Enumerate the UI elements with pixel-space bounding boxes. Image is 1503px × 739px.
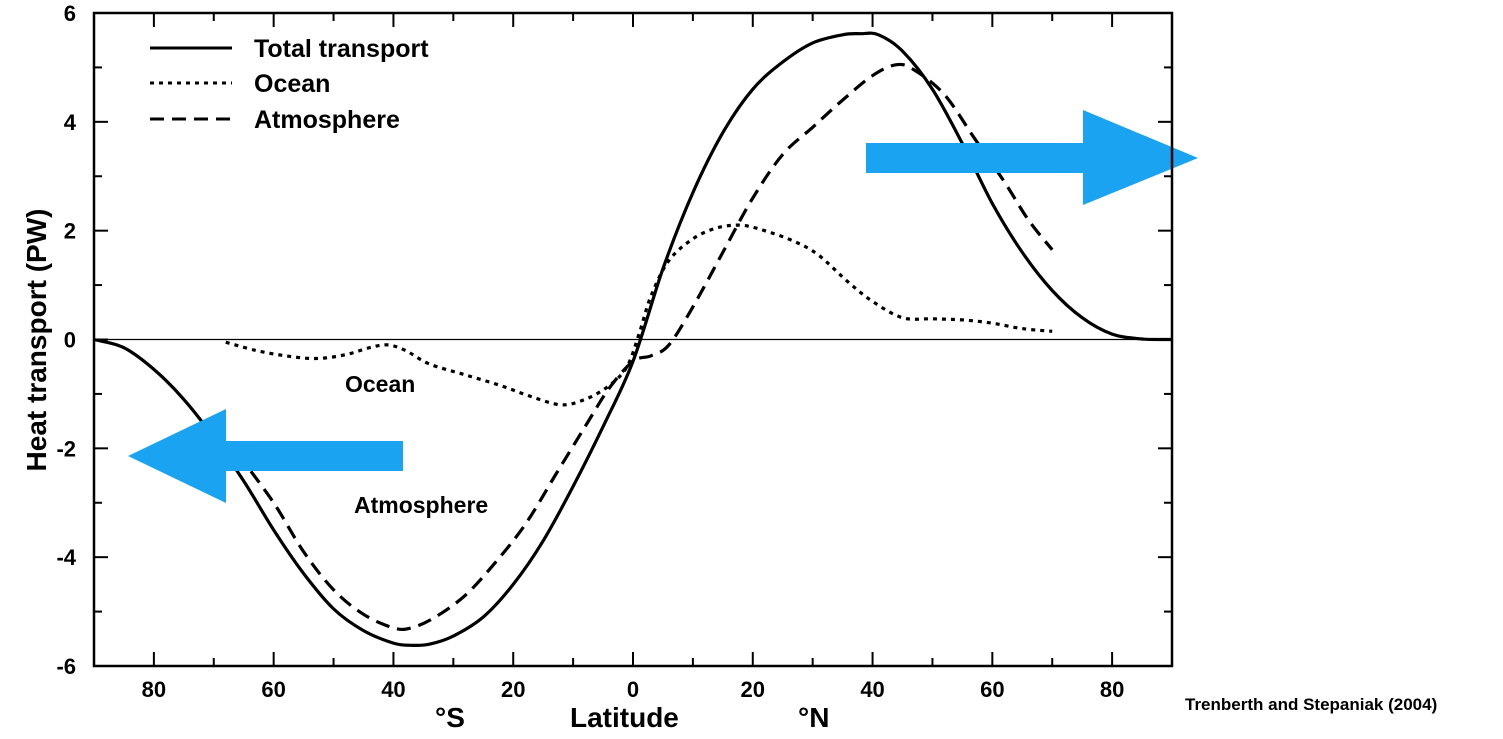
y-tick-label: -6 (56, 654, 76, 679)
x-tick-label: 60 (261, 677, 285, 702)
x-tick-label: 80 (142, 677, 166, 702)
y-tick-label: 2 (64, 219, 76, 244)
x-tick-label: 80 (1100, 677, 1124, 702)
x-tick-label: 40 (860, 677, 884, 702)
southward-transport-arrow (128, 409, 403, 503)
x-tick-label: 40 (381, 677, 405, 702)
x-tick-label: 60 (980, 677, 1004, 702)
series-line-total-transport (93, 31, 1173, 648)
x-axis-title: Latitude (570, 702, 679, 733)
series-line-ocean (225, 223, 1053, 407)
northward-transport-arrow (866, 110, 1198, 205)
y-tick-labels: -6 -4 -2 0 2 4 6 (56, 1, 76, 679)
x-tick-labels: 80 60 40 20 0 20 40 60 80 (142, 677, 1125, 702)
y-axis-title: Heat transport (PW) (21, 209, 52, 472)
legend-label-ocean: Ocean (254, 70, 330, 98)
series-line-atmosphere (236, 62, 1054, 632)
axis-ticks (93, 12, 1173, 667)
x-hemisphere-north: °N (798, 702, 829, 733)
series-layer (93, 31, 1173, 648)
source-credit: Trenberth and Stepaniak (2004) (1185, 695, 1437, 714)
y-tick-label: 4 (64, 110, 77, 135)
legend-label-total: Total transport (254, 35, 429, 63)
legend: Total transport Ocean Atmosphere (150, 35, 429, 134)
x-hemisphere-south: °S (435, 702, 465, 733)
x-tick-label: 0 (627, 677, 639, 702)
y-tick-label: 0 (64, 328, 76, 353)
y-tick-label: -4 (56, 545, 76, 570)
atmosphere-annotation: Atmosphere (354, 492, 488, 518)
ocean-annotation: Ocean (345, 371, 415, 397)
y-tick-label: -2 (56, 436, 76, 461)
legend-label-atmosphere: Atmosphere (254, 106, 400, 134)
x-tick-label: 20 (501, 677, 525, 702)
y-tick-label: 6 (64, 1, 76, 26)
x-tick-label: 20 (741, 677, 765, 702)
